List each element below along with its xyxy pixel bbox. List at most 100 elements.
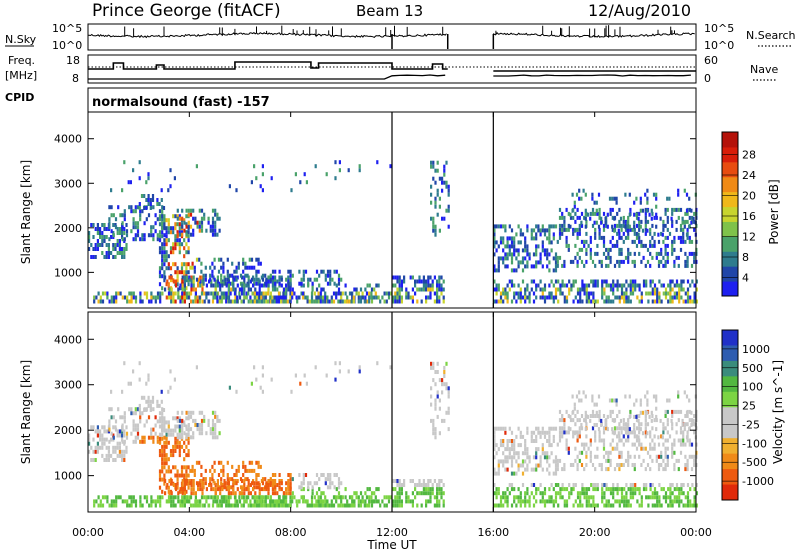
power-cell	[567, 227, 570, 232]
power-cell	[660, 259, 663, 264]
power-cell	[440, 283, 443, 288]
velocity-cell	[563, 418, 566, 423]
power-cell	[432, 160, 435, 165]
power-cell	[248, 257, 251, 262]
velocity-cell	[686, 483, 690, 487]
velocity-cell	[495, 443, 498, 448]
velocity-cell	[260, 503, 263, 508]
velocity-cell	[653, 487, 657, 492]
power-cell	[289, 273, 292, 278]
power-cell	[436, 291, 439, 296]
velocity-cell	[690, 467, 694, 472]
velocity-cell	[618, 450, 621, 455]
velocity-cell	[242, 460, 245, 465]
velocity-cell	[427, 483, 430, 487]
velocity-cell	[517, 463, 520, 468]
power-cell	[576, 299, 580, 304]
freq-tick-top: 18	[66, 54, 80, 67]
power-cell	[620, 295, 624, 300]
power-cell	[192, 228, 195, 233]
velocity-cell	[247, 483, 250, 487]
power-cell	[238, 287, 242, 292]
power-cell	[340, 295, 343, 300]
power-cell	[347, 168, 350, 173]
velocity-cell	[442, 503, 445, 508]
velocity-cell	[313, 495, 316, 500]
power-cell	[508, 279, 511, 284]
power-cell	[622, 219, 625, 224]
power-cell	[183, 291, 186, 296]
velocity-cell	[666, 409, 669, 414]
velocity-cell	[136, 431, 140, 436]
velocity-cell	[616, 499, 619, 504]
power-cell	[364, 295, 367, 300]
power-cell	[627, 247, 630, 252]
velocity-cell	[198, 427, 201, 432]
power-cell	[205, 291, 208, 296]
power-cell	[682, 279, 685, 284]
velocity-cell	[145, 499, 149, 504]
velocity-cell	[181, 487, 184, 492]
velocity-cell	[234, 491, 237, 496]
power-cell	[532, 264, 536, 269]
power-cell	[267, 287, 270, 292]
power-cell	[298, 281, 301, 286]
velocity-cell	[154, 503, 157, 508]
velocity-cell	[167, 420, 170, 425]
velocity-cell	[188, 479, 191, 483]
velocity-cell	[261, 389, 264, 394]
velocity-cell	[400, 483, 403, 487]
velocity-cell	[158, 453, 162, 458]
power-cell	[103, 255, 106, 259]
power-cell	[172, 291, 175, 296]
power-cell	[526, 224, 529, 229]
power-cell	[629, 291, 632, 296]
velocity-cell	[526, 499, 529, 504]
cpid-label: CPID	[5, 91, 34, 104]
power-cell	[611, 196, 614, 201]
velocity-cell	[585, 454, 588, 459]
velocity-cell	[394, 499, 397, 504]
power-cell	[678, 287, 681, 292]
power-cell	[563, 219, 566, 224]
power-cell	[543, 248, 547, 253]
power-cell	[535, 248, 538, 253]
velocity-cell	[495, 495, 498, 500]
power-cell	[651, 223, 654, 228]
velocity-cell	[519, 503, 522, 508]
power-cell	[94, 243, 97, 247]
velocity-cell	[535, 439, 538, 443]
velocity-cell	[646, 431, 649, 436]
velocity-cell	[194, 423, 197, 427]
power-cell	[646, 188, 649, 193]
velocity-cell	[150, 499, 153, 504]
velocity-cell	[359, 491, 363, 496]
power-cell	[682, 287, 685, 292]
power-cell	[598, 259, 601, 264]
power-cell	[438, 279, 441, 284]
velocity-cell	[169, 469, 173, 474]
power-cell	[161, 254, 164, 259]
velocity-cell	[430, 418, 433, 423]
power-cell	[519, 287, 522, 292]
velocity-cell	[585, 499, 588, 504]
velocity-cell	[587, 499, 591, 504]
velocity-cell	[585, 450, 588, 455]
power-cell	[493, 287, 496, 292]
velocity-cell	[591, 426, 595, 431]
power-cell	[541, 224, 544, 229]
power-cell	[370, 295, 374, 300]
power-cell	[203, 216, 206, 221]
power-cell	[666, 215, 669, 220]
power-cell	[548, 240, 551, 245]
velocity-cell	[493, 503, 496, 508]
velocity-cell	[165, 469, 168, 474]
velocity-cell	[187, 423, 190, 427]
velocity-cell	[163, 435, 166, 440]
velocity-cell	[436, 499, 439, 504]
power-cell	[161, 262, 164, 267]
velocity-cell	[216, 479, 219, 483]
power-cell	[671, 247, 674, 252]
velocity-cell	[167, 499, 171, 504]
velocity-cell	[139, 415, 142, 420]
